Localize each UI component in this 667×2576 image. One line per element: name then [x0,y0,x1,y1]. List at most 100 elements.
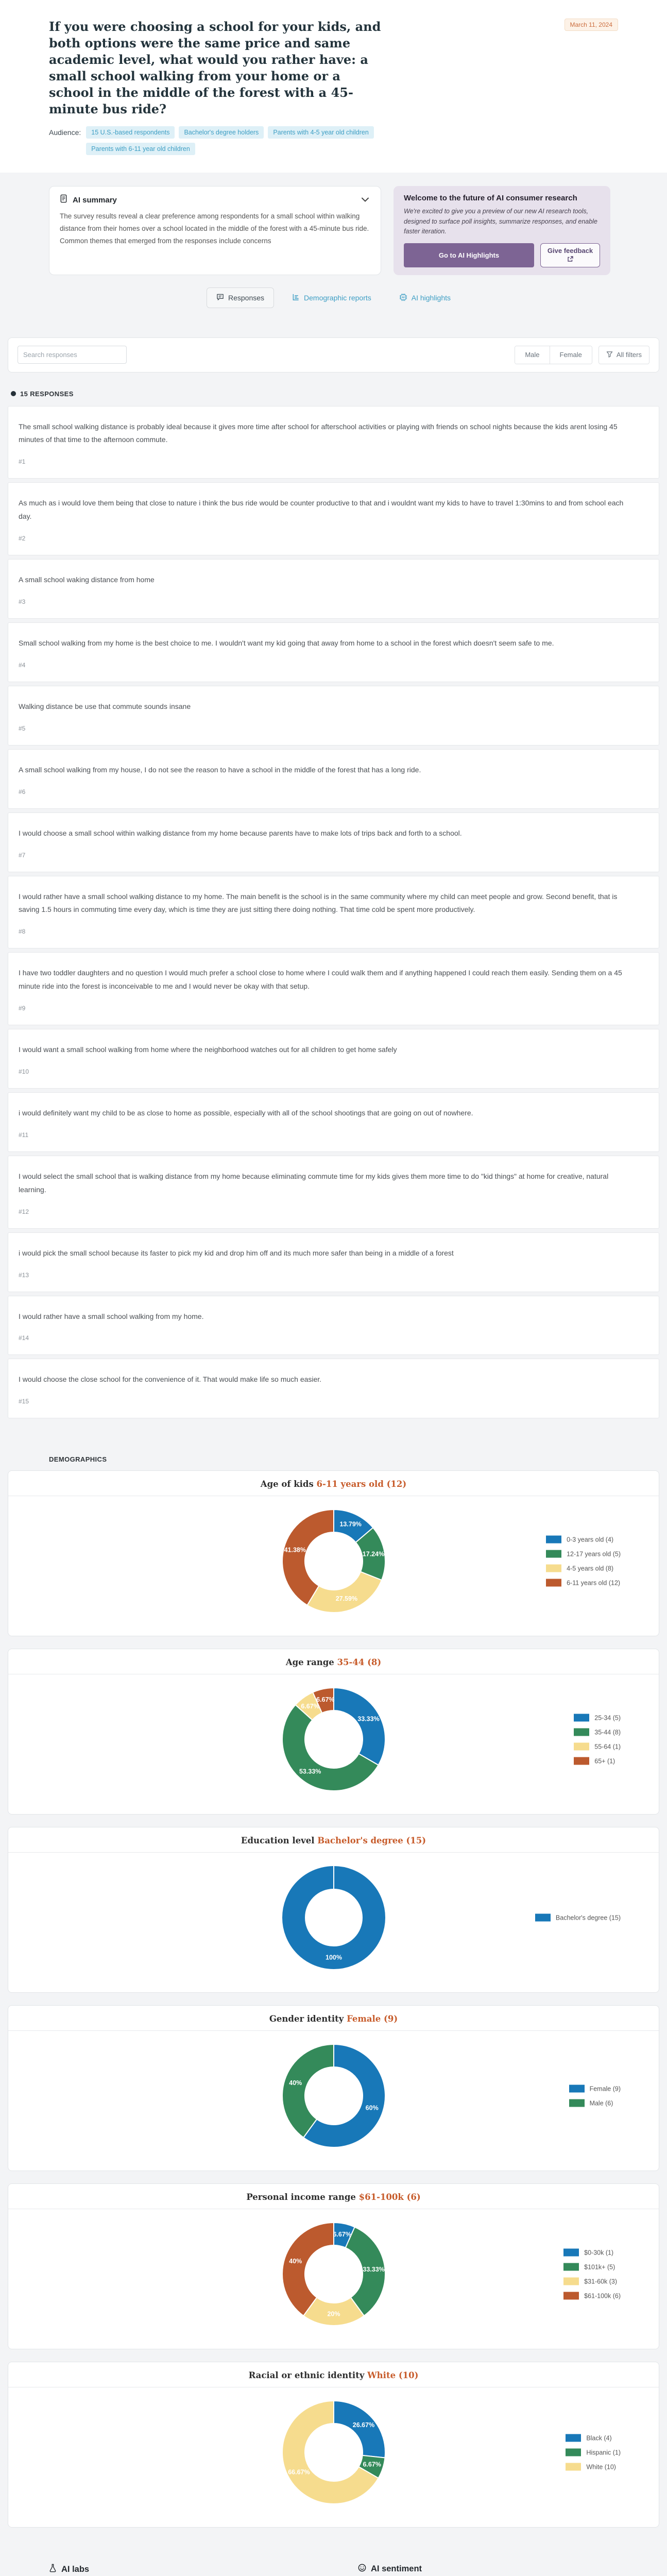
demographic-chart-card: Racial or ethnic identity White (10) 26.… [8,2362,659,2528]
tab-ai-highlights[interactable]: AI AI highlights [389,287,460,309]
legend-item: $31-60k (3) [563,2277,621,2285]
slice-percent-label: 27.59% [335,1596,357,1603]
content-band: AI summary The survey results reveal a c… [0,173,667,2576]
chart-legend: 0-3 years old (4) 12-17 years old (5) 4-… [546,1535,621,1587]
legend-item: 35-44 (8) [574,1728,621,1736]
chart-title-highlight: White (10) [367,2370,419,2381]
chart-title: Personal income range $61-100k (6) [8,2184,659,2210]
audience-tag: 15 U.S.-based respondents [86,126,175,139]
chart-title-main: Personal income range [246,2192,356,2202]
flask-icon [49,2564,57,2575]
response-text: I would choose a small school within wal… [19,828,462,837]
chart-title: Education level Bachelor's degree (15) [8,1827,659,1853]
legend-item: Female (9) [569,2084,621,2093]
demographic-chart-card: Age of kids 6-11 years old (12) 13.79% 17… [8,1470,659,1637]
ai-summary-body: The survey results reveal a clear prefer… [60,212,369,245]
legend-swatch-icon [569,2099,585,2107]
response-id: #2 [19,535,26,543]
response-text: I would rather have a small school walki… [19,1312,204,1320]
date-badge: March 11, 2024 [564,19,618,31]
external-link-icon [567,256,573,264]
legend-label: Female (9) [589,2085,621,2093]
legend-item: $101k+ (5) [563,2263,621,2271]
legend-swatch-icon [546,1550,562,1558]
response-text: As much as i would love them being that … [19,499,624,521]
ai-chip-icon: AI [399,293,407,303]
page-title: If you were choosing a school for your k… [49,19,381,116]
legend-swatch-icon [563,2248,579,2257]
chart-legend: 25-34 (5) 35-44 (8) 55-64 (1) 65+ (1) [574,1714,621,1765]
donut-chart: 6.67% 33.33% 20% 40% [281,2222,386,2327]
response-id: #13 [19,1271,29,1279]
response-card: I would choose a small school within wal… [8,812,659,872]
ai-sentiment-section: AI sentiment Learn what respondents like… [358,2564,618,2576]
male-filter-button[interactable]: Male [515,346,550,364]
legend-label: Black (4) [586,2434,612,2442]
response-id: #14 [19,1334,29,1342]
response-text: Walking distance be use that commute sou… [19,702,191,710]
legend-swatch-icon [566,2463,582,2471]
legend-item: 0-3 years old (4) [546,1535,621,1544]
legend-item: 6-11 years old (12) [546,1579,621,1587]
give-feedback-button[interactable]: Give feedback [540,243,600,267]
legend-item: Hispanic (1) [566,2448,621,2456]
tab-ai-highlights-label: AI highlights [411,294,451,302]
legend-label: 6-11 years old (12) [567,1579,621,1587]
donut-chart: 33.33% 53.33% 6.67%6.67% [281,1687,386,1792]
response-id: #10 [19,1068,29,1076]
svg-text:AI: AI [402,296,405,299]
tab-demographic-reports[interactable]: Demographic reports [282,287,381,308]
audience-tag: Parents with 6-11 year old children [86,143,195,156]
tab-responses[interactable]: Responses [206,287,275,309]
response-text: The small school walking distance is pro… [19,422,618,444]
slice-percent-label: 40% [289,2080,302,2087]
responses-count: 15 RESPONSES [8,390,659,398]
demographic-chart-card: Personal income range $61-100k (6) 6.67%… [8,2183,659,2350]
audience-label: Audience: [49,128,81,137]
all-filters-button[interactable]: All filters [598,345,649,364]
response-card: I would rather have a small school walki… [8,875,659,949]
chart-title-highlight: Bachelor's degree (15) [317,1836,426,1846]
response-id: #1 [19,458,26,466]
ai-labs-title: AI labs [61,2564,90,2574]
chart-legend: Bachelor's degree (15) [535,1913,621,1922]
legend-swatch-icon [563,2277,579,2285]
slice-percent-label: 26.67% [352,2421,374,2429]
response-card: A small school waking distance from home… [8,559,659,619]
legend-item: Male (6) [569,2099,621,2107]
response-card: i would pick the small school because it… [8,1232,659,1292]
response-text: I would rather have a small school walki… [19,892,618,914]
search-input[interactable] [18,346,127,364]
legend-label: 0-3 years old (4) [567,1536,614,1544]
response-text: i would definitely want my child to be a… [19,1109,473,1117]
response-card: I have two toddler daughters and no ques… [8,952,659,1026]
response-id: #7 [19,851,26,859]
chart-title: Age of kids 6-11 years old (12) [8,1471,659,1497]
chart-title: Racial or ethnic identity White (10) [8,2362,659,2388]
ai-summary-title: AI summary [73,195,117,205]
slice-percent-label: 6.67% [316,1696,334,1703]
chart-legend: Black (4) Hispanic (1) White (10) [566,2434,621,2471]
legend-swatch-icon [566,2448,582,2456]
response-card: i would definitely want my child to be a… [8,1092,659,1152]
legend-swatch-icon [574,1714,590,1722]
slice-percent-label: 20% [327,2311,340,2318]
legend-item: 4-5 years old (8) [546,1564,621,1572]
response-id: #4 [19,661,26,669]
document-icon [60,194,67,206]
chevron-down-icon[interactable] [360,195,370,205]
promo-card: Welcome to the future of AI consumer res… [394,186,610,275]
donut-chart: 13.79% 17.24% 27.59% 41.38% [281,1509,386,1614]
tab-bar: Responses Demographic reports AI AI high… [0,287,667,309]
donut-chart: 100% [282,1866,385,1970]
female-filter-button[interactable]: Female [549,346,592,364]
responses-count-icon [11,391,16,397]
smiley-icon [358,2564,366,2574]
response-card: The small school walking distance is pro… [8,405,659,479]
legend-label: $31-60k (3) [584,2278,618,2285]
all-filters-label: All filters [616,351,642,359]
slice-percent-label: 41.38% [284,1547,305,1554]
chart-legend: Female (9) Male (6) [569,2084,621,2107]
go-to-ai-highlights-button[interactable]: Go to AI Highlights [404,243,534,267]
response-card: I would select the small school that is … [8,1155,659,1229]
